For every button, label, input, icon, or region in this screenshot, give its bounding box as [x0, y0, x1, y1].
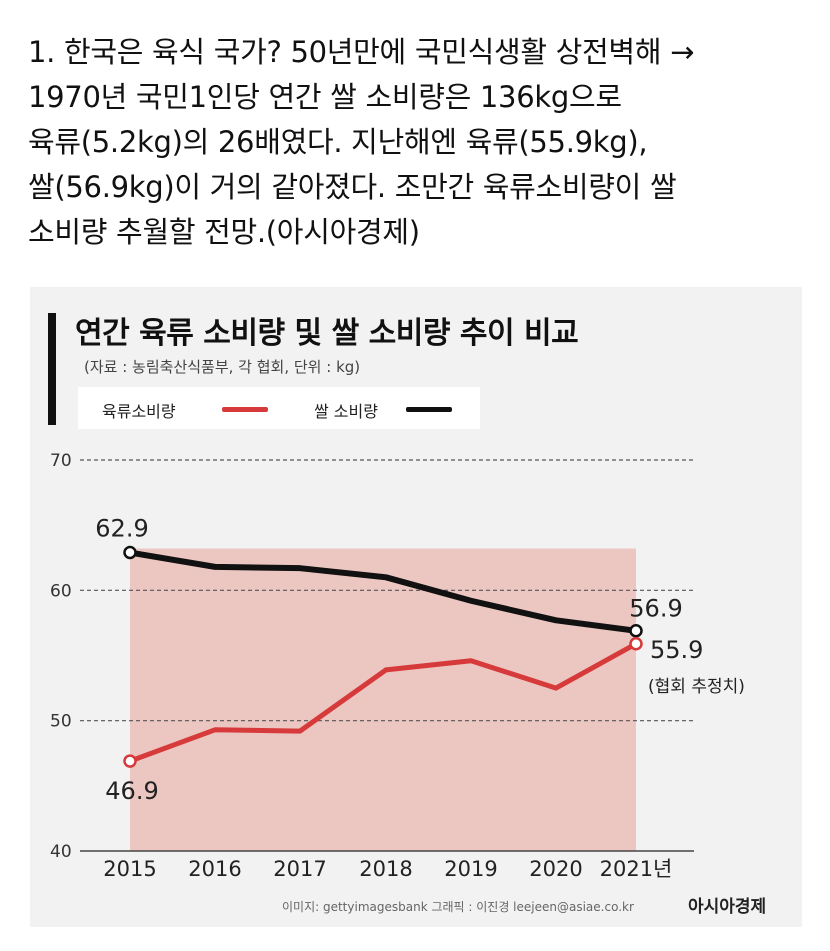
legend-label-rice: 쌀 소비량 — [314, 402, 378, 421]
x-tick-label: 2021년 — [600, 857, 673, 881]
x-tick-label: 2019 — [444, 857, 497, 881]
meat-point-marker — [123, 754, 137, 768]
post-text: 1. 한국은 육식 국가? 50년만에 국민식생활 상전벽해 → 1970년 국… — [28, 30, 818, 255]
data-label: 55.9 — [650, 636, 703, 664]
legend-swatch-meat — [222, 407, 268, 412]
y-tick-label: 40 — [50, 842, 72, 862]
data-label: 62.9 — [95, 515, 148, 543]
chart-subtitle: (자료 : 농림축산식품부, 각 협회, 단위 : kg) — [84, 358, 361, 376]
post-line: 소비량 추월할 전망.(아시아경제) — [28, 215, 420, 249]
chart-title: 연간 육류 소비량 및 쌀 소비량 추이 비교 — [75, 316, 579, 351]
title-accent-bar — [48, 313, 56, 425]
rice-point-marker — [629, 623, 643, 638]
x-tick-label: 2020 — [529, 857, 582, 881]
post-line: 쌀(56.9kg)이 거의 같아졌다. 조만간 육류소비량이 쌀 — [28, 170, 677, 204]
legend-swatch-rice — [406, 407, 452, 412]
x-tick-label: 2018 — [359, 857, 412, 881]
post-line: 육류(5.2kg)의 26배였다. 지난해엔 육류(55.9kg), — [28, 125, 648, 159]
data-label: 46.9 — [105, 777, 158, 805]
photo-background-panel — [130, 548, 636, 851]
x-tick-label: 2017 — [273, 857, 326, 881]
y-tick-label: 70 — [50, 451, 72, 471]
y-tick-label: 50 — [50, 712, 72, 732]
chart-legend: 육류소비량 쌀 소비량 — [78, 387, 480, 429]
x-tick-label: 2016 — [188, 857, 241, 881]
rice-point-marker — [123, 545, 137, 560]
meat-series-line — [129, 641, 638, 764]
meat-point-marker — [629, 637, 643, 651]
legend-label-meat: 육류소비량 — [102, 402, 176, 421]
data-label: (협회 추정치) — [648, 677, 745, 697]
y-tick-label: 60 — [50, 581, 72, 601]
rice-series-line — [129, 549, 637, 634]
post-line: 1. 한국은 육식 국가? 50년만에 국민식생활 상전벽해 → — [28, 35, 695, 69]
x-tick-label: 2015 — [103, 857, 156, 881]
post-line: 1970년 국민1인당 연간 쌀 소비량은 136kg으로 — [28, 80, 622, 114]
brand-logo-text: 아시아경제 — [688, 897, 767, 917]
data-label: 56.9 — [629, 595, 682, 623]
image-credit: 이미지: gettyimagesbank 그래픽 : 이진경 leejeen@a… — [282, 900, 634, 914]
